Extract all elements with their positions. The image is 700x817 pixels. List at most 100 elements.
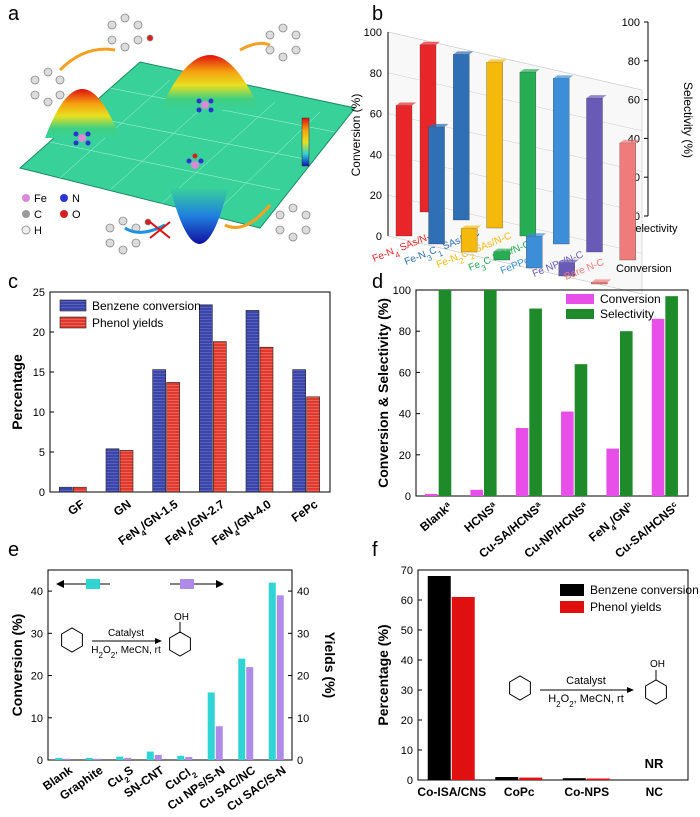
chart-c-legend-label: Phenol yields [92, 316, 163, 330]
chart-e-reaction-arrowhead [155, 638, 162, 644]
legend-n: N [72, 193, 80, 205]
chart-f-phenol-ring [645, 679, 667, 705]
color-scale-bar [301, 117, 310, 167]
chart-c-bar-s1 [105, 448, 120, 493]
chart-c-bar-s2 [166, 382, 180, 493]
energy-peak-center [160, 55, 260, 110]
chart-d-bar-s2 [574, 364, 588, 496]
arrow-right-bottom [224, 204, 272, 229]
chart-c-ytick-label: 15 [33, 367, 45, 379]
chart-c-bar-s1 [59, 486, 73, 493]
chart-f-catalyst-label: Catalyst [566, 675, 606, 687]
chart-e-right-arrowhead [216, 580, 224, 588]
chart-b-gridline [387, 31, 643, 91]
chart-c-bar-s2 [259, 346, 274, 493]
chart-f-ytick-label: 20 [401, 715, 413, 727]
chart-d-ytick-label: 0 [405, 491, 411, 503]
chart-d-legend-swatch [566, 294, 594, 304]
chart-d-bar-s1 [561, 411, 574, 496]
chart-b-bar-selectivity [519, 71, 537, 237]
energy-well [170, 188, 228, 244]
chart-d-bar-s2 [438, 290, 452, 496]
chart-d-ytick-label: 40 [399, 409, 411, 421]
chart-d-bar-s2 [620, 331, 633, 496]
chart-f-bar-s1 [495, 777, 519, 780]
chart-f-frame [417, 569, 689, 781]
chart-e-bar-s1 [116, 756, 124, 760]
chart-b-right-tick: 80 [628, 56, 640, 68]
panel-label-d: d [372, 271, 383, 293]
chart-c-frame [49, 291, 331, 493]
chart-d-bar-s2 [529, 308, 542, 496]
chart-e-ylabel-left: Conversion (%) [9, 614, 25, 717]
panel-f-chart: f 0 10 20 30 40 50 60 70 Co-ISA/CNS CoPc Co-NPS NC P… [372, 539, 699, 799]
chart-f-category-label: NC [646, 785, 664, 799]
chart-c-bar-s1 [152, 369, 166, 493]
chart-f-ytick-label: 70 [401, 565, 413, 577]
chart-b-bar-conversion-top [396, 102, 416, 106]
chart-f-bar-s2 [451, 597, 475, 780]
chart-f-ytick-label: 60 [401, 595, 413, 607]
chart-d-bar-s1 [470, 489, 483, 496]
arrow-right-top [239, 41, 271, 52]
legend-c: C [34, 209, 42, 221]
chart-b-left-tick: 0 [376, 231, 382, 243]
energy-peak-left [45, 89, 120, 138]
chart-b-ylabel-left: Conversion (%) [349, 94, 363, 177]
chart-c-category-label: GF [65, 497, 87, 518]
chart-e-bar-s2 [215, 726, 223, 760]
chart-c-bar-s2 [73, 486, 87, 493]
chart-b-bar-conversion-top [461, 225, 482, 229]
chart-f-ylabel: Percentage (%) [375, 624, 391, 725]
chart-c-ytick-label: 5 [39, 447, 45, 459]
chart-b-right-tick: 60 [628, 95, 640, 107]
chart-e-bar-s1 [238, 658, 246, 760]
chart-d-legend-swatch [566, 309, 594, 319]
chart-f-bar-s2 [519, 777, 543, 780]
chart-d-ytick-label: 60 [399, 367, 411, 379]
legend-o: O [72, 209, 81, 221]
chart-c-bar-s2 [119, 450, 134, 493]
chart-b-left-tick: 80 [370, 68, 382, 80]
chart-c-category-label: GN [111, 497, 134, 519]
chart-f-ytick-label: 40 [401, 655, 413, 667]
panel-label-c: c [8, 271, 18, 293]
chart-e-phenol-ring [169, 631, 191, 657]
chart-b-bar-selectivity [619, 142, 636, 261]
chart-d-bar-s2 [665, 296, 678, 496]
chart-e-ytick-label: 0 [37, 755, 43, 767]
chart-b-bar-selectivity-top [420, 41, 440, 45]
chart-e-ytick-label: 30 [31, 628, 43, 640]
chart-e-bar-s2 [63, 758, 71, 760]
chart-e-arrow-swatch-conversion [86, 579, 100, 589]
chart-e-ytick-label: 20 [31, 671, 43, 683]
chart-e-bar-s1 [55, 757, 63, 760]
molecule-phenol-bottom [105, 216, 152, 255]
chart-b-bar-selectivity-top [553, 75, 574, 79]
chart-d-bar-s1 [515, 428, 529, 496]
chart-d-bar-s1 [651, 318, 665, 496]
chart-f-bar-s1 [562, 778, 586, 780]
chart-e-ytick-label: 40 [31, 586, 43, 598]
chart-e-bar-s2 [124, 757, 132, 760]
chart-f-category-label: Co-NPS [564, 785, 609, 799]
chart-f-ytick-label: 10 [401, 745, 413, 757]
legend-fe: Fe [34, 193, 47, 205]
chart-d-legend-label: Selectivity [600, 307, 654, 321]
chart-e-bar-s1 [146, 751, 154, 760]
chart-b-ylabel-right: Selectivity (%) [681, 82, 695, 158]
chart-e-ylabel-right: Yields (%) [322, 632, 338, 698]
panel-b-chart: b 020406080100020406080100Conversion (%)… [349, 3, 695, 295]
chart-b-bar-conversion-top [428, 123, 449, 127]
chart-d-ytick-label: 100 [393, 285, 411, 297]
chart-c-ytick-label: 0 [39, 487, 45, 499]
chart-b-bar-selectivity-top [619, 139, 640, 143]
chart-f-ytick-label: 0 [407, 775, 413, 787]
chart-b-bar-selectivity-top [586, 95, 607, 99]
chart-f-bar-s1 [427, 576, 451, 780]
chart-d-ylabel: Conversion & Selectivity (%) [375, 298, 391, 488]
chart-d-bar-s2 [484, 290, 497, 496]
chart-d-ytick-label: 80 [399, 326, 411, 338]
chart-d-legend-label: Conversion [600, 292, 661, 306]
chart-e-bar-s2 [185, 757, 193, 760]
